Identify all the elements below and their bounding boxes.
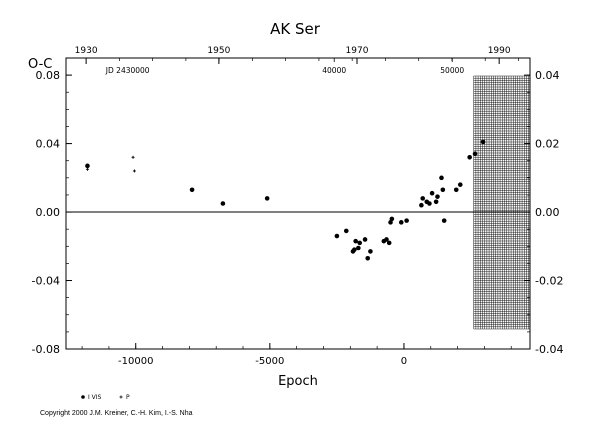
shaded-region-bg [473, 76, 530, 329]
x-tick-label: 0 [401, 356, 407, 367]
data-point-dot [427, 201, 432, 206]
y2-tick-labels: -0.04 -0.02 0.00 0.02 0.04 [535, 69, 563, 356]
legend: I VIS P [81, 394, 130, 401]
jd-label: JD 2430000 [105, 66, 150, 75]
data-point-dot [365, 255, 371, 261]
y2-tick-label: 0.02 [535, 138, 560, 151]
x-axis-label: Epoch [278, 374, 318, 389]
legend-label: P [126, 394, 130, 401]
data-point-dot [467, 154, 472, 160]
data-point-dot [189, 187, 195, 193]
y2-tick-label: 0.00 [535, 206, 560, 219]
chart-title: AK Ser [270, 20, 321, 38]
y-tick-labels: -0.08 -0.04 0.00 0.04 0.08 [32, 69, 60, 356]
x-tick-labels: -10000 -5000 0 [118, 356, 407, 367]
data-point-dot [352, 247, 357, 253]
y-axis-label: O-C [28, 57, 52, 72]
top-jd-label: 40000 [322, 66, 346, 75]
data-point-plus [85, 167, 89, 171]
top-year-label: 1930 [75, 46, 98, 56]
y-tick-label: 0.00 [36, 206, 61, 219]
data-point-dot [457, 182, 463, 187]
data-point-dot [386, 240, 392, 246]
axis-ticks [66, 57, 530, 350]
top-year-label: 1950 [207, 46, 230, 56]
y-tick-label: -0.04 [32, 275, 60, 288]
data-point-dot [85, 163, 90, 169]
plot-frame [65, 57, 531, 350]
data-point-dot [362, 237, 368, 242]
copyright-text: Copyright 2000 J.M. Kreiner, C.-H. Kim, … [40, 410, 193, 417]
data-points [85, 139, 486, 261]
data-point-dot [343, 228, 349, 234]
x-tick-label: -5000 [255, 356, 284, 367]
top-year-label: 1970 [346, 46, 369, 56]
y2-tick-label: -0.04 [535, 343, 563, 356]
y-tick-label: -0.08 [32, 343, 60, 356]
top-year-label: 1990 [488, 46, 511, 56]
data-point-dot [356, 245, 361, 251]
data-point-dot [384, 237, 389, 242]
shaded-region [473, 75, 530, 330]
top-jd-label: 50000 [440, 66, 464, 75]
data-point-dot [435, 194, 440, 199]
data-point-dot [440, 187, 446, 193]
y2-tick-label: -0.02 [535, 275, 563, 288]
data-point-dot [220, 201, 226, 206]
legend-label: I VIS [88, 394, 102, 401]
data-point-dot [472, 151, 478, 157]
legend-marker-dot [81, 395, 85, 399]
data-point-dot [441, 218, 447, 223]
data-point-dot [439, 175, 444, 181]
data-point-dot [433, 199, 439, 205]
y2-tick-label: 0.04 [535, 69, 560, 82]
data-point-dot [389, 216, 395, 222]
data-point-dot [404, 218, 409, 223]
y-tick-label: 0.08 [36, 69, 61, 82]
data-point-dot [429, 190, 435, 196]
data-point-dot [480, 139, 486, 145]
data-point-dot [353, 238, 358, 244]
data-point-dot [357, 240, 362, 246]
top-axis-labels: 1930 1950 1970 1990 40000 50000 JD 2430000 [75, 46, 511, 75]
data-point-dot [453, 187, 459, 193]
data-point-dot [264, 196, 270, 201]
data-point-dot [334, 233, 340, 239]
x-tick-label: -10000 [118, 356, 153, 367]
data-point-plus [132, 169, 136, 173]
data-point-dot [398, 220, 404, 225]
data-point-dot [368, 249, 373, 254]
data-point-dot [419, 202, 424, 208]
data-point-dot [420, 196, 426, 201]
y-tick-label: 0.04 [36, 138, 61, 151]
data-point-plus [131, 155, 135, 159]
